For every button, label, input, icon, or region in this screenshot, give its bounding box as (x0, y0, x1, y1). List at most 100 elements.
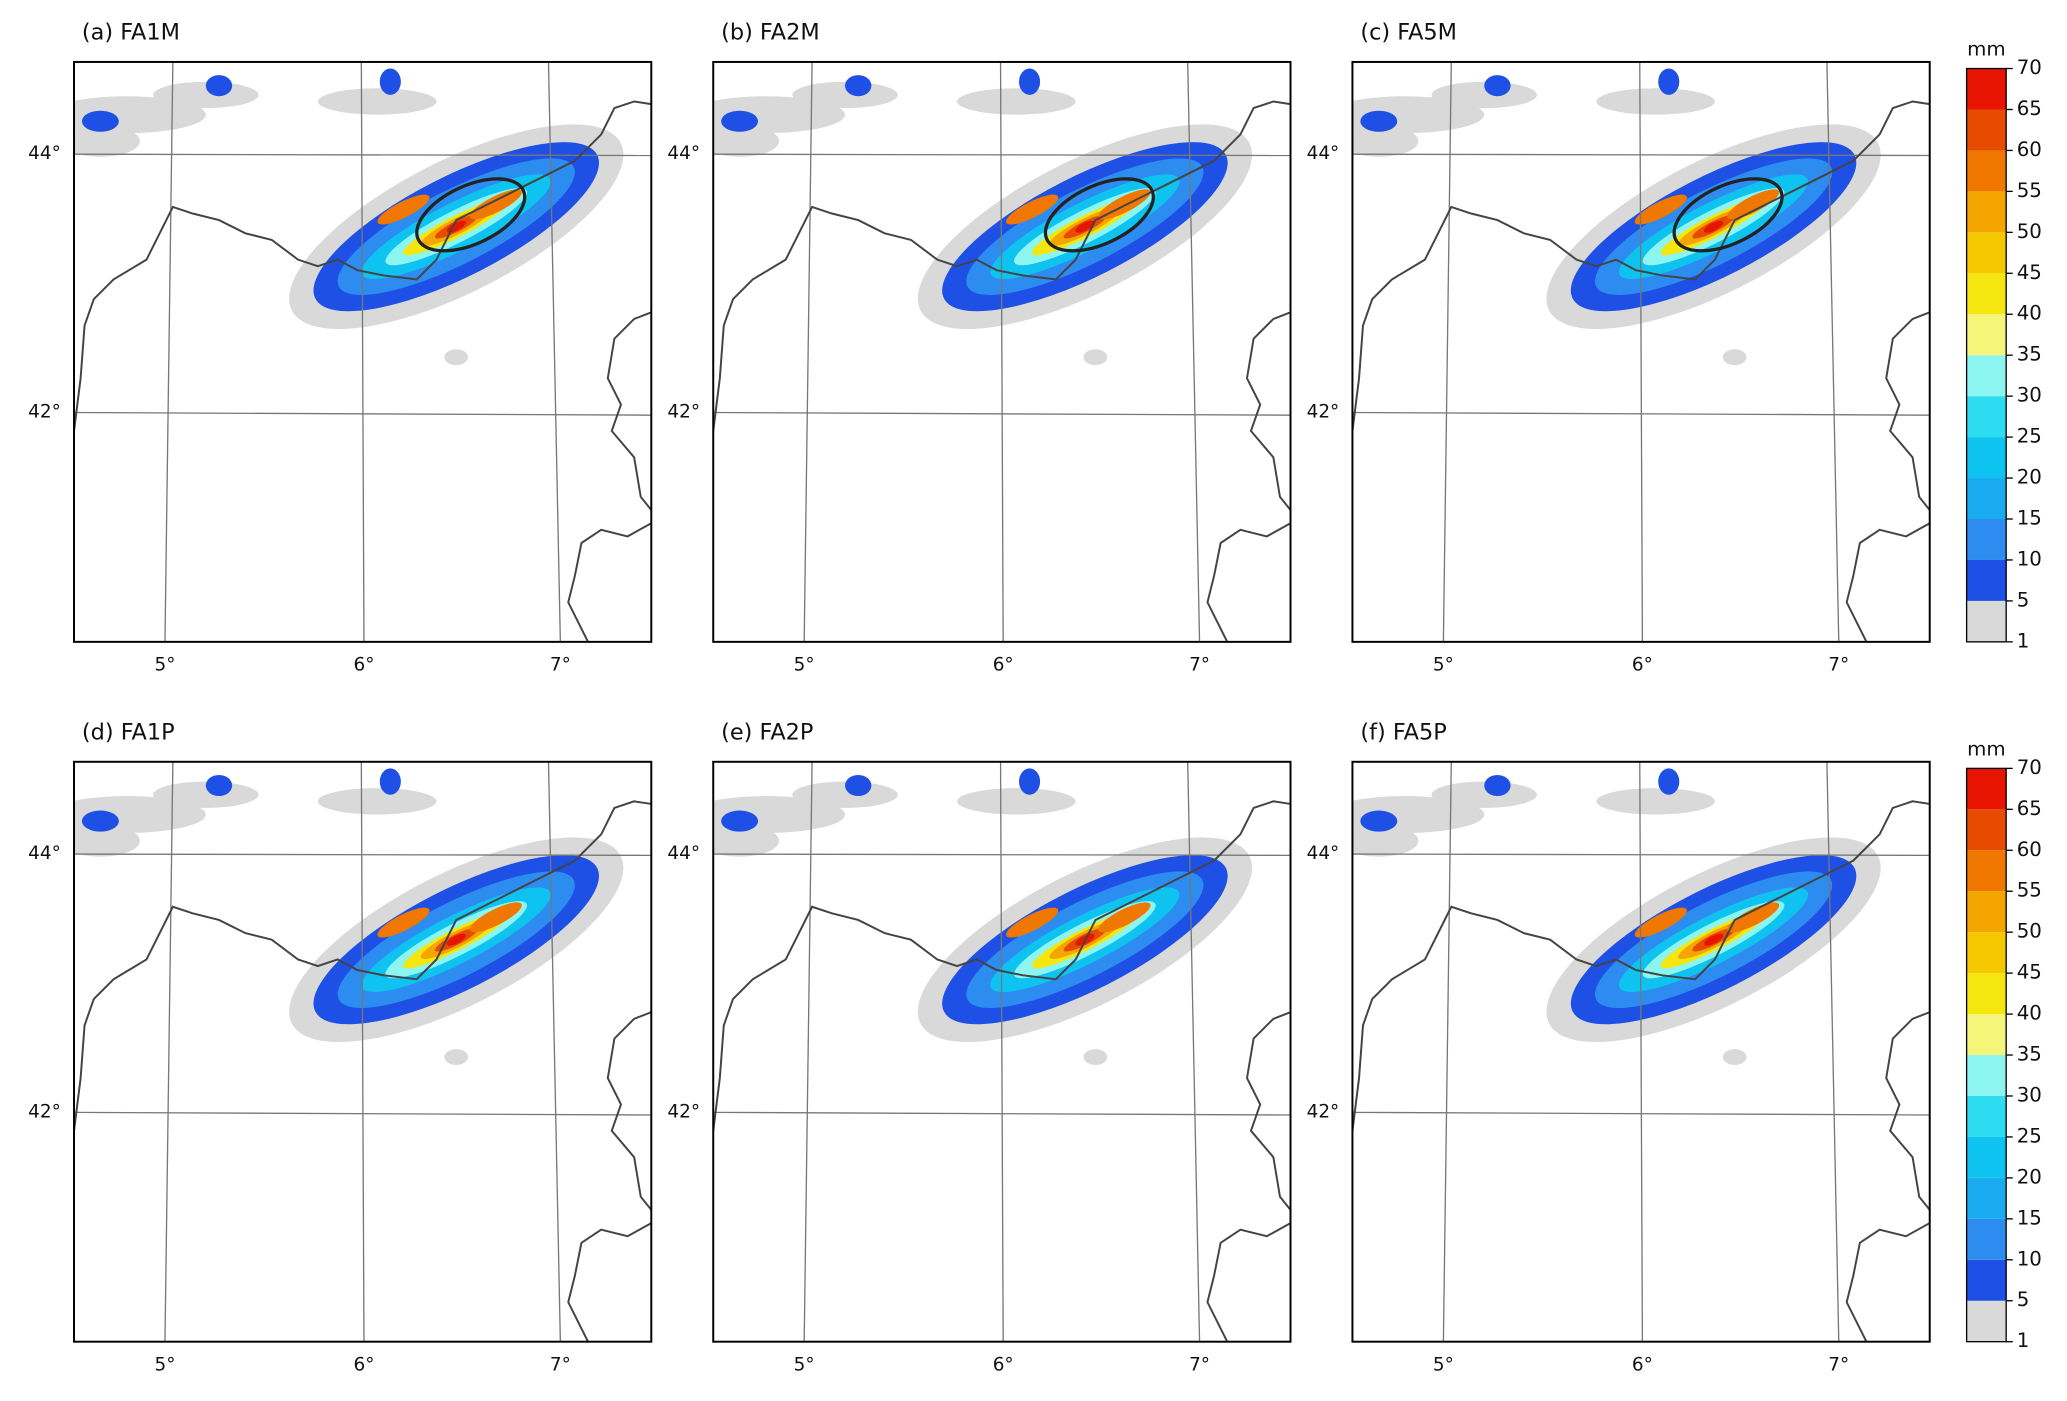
colorbar-unit: mm (1967, 38, 2005, 61)
colorbar-label: 70 (2017, 56, 2042, 79)
panel-title: (a) FA1M (82, 19, 180, 45)
precip-patch (1658, 68, 1680, 95)
precip-light (1352, 125, 1419, 157)
precip-core (1727, 189, 1780, 220)
colorbar-label: 45 (2017, 961, 2042, 984)
precip-light (792, 781, 898, 808)
coastline (1206, 522, 1291, 642)
colorbar-box (1966, 891, 2007, 933)
lon-label: 5° (794, 1354, 815, 1375)
colorbar-box (1966, 1095, 2007, 1137)
parallel (1352, 1111, 1930, 1116)
coastline (606, 1011, 652, 1211)
lon-label: 5° (1433, 1354, 1454, 1375)
lat-label: 44° (28, 143, 61, 164)
lon-label: 6° (993, 655, 1014, 676)
highlight-ellipse (1672, 177, 1784, 253)
map-panel: 5° 6° 7° 44° 42° (667, 760, 1292, 1375)
precip-patch (205, 75, 233, 97)
precip-light (1596, 788, 1715, 815)
colorbar-label: 50 (2017, 220, 2042, 243)
colorbar-label: 35 (2017, 1043, 2042, 1066)
precip-light (792, 81, 898, 109)
precip-core (1727, 902, 1780, 933)
colorbar-box (1966, 973, 2007, 1015)
precip-core (1634, 907, 1687, 938)
coastline (1352, 100, 1930, 432)
meridian (999, 61, 1004, 642)
panel-frame (73, 760, 653, 1343)
colorbar-box (1966, 150, 2007, 192)
map-panel: 5° 6° 7° 44° 42° (28, 60, 653, 676)
precip-core (469, 189, 522, 220)
lat-label: 44° (667, 143, 700, 164)
meridian (547, 761, 562, 1342)
meridian (803, 61, 813, 642)
precip-spot (444, 349, 469, 366)
meridian (803, 761, 813, 1342)
lon-label: 6° (1632, 1354, 1653, 1375)
precip-light (957, 788, 1076, 815)
parallel (713, 153, 1291, 157)
lon-label: 7° (1828, 655, 1849, 676)
colorbar-label: 15 (2017, 1206, 2042, 1229)
colorbar-box (1966, 559, 2007, 601)
map-content (713, 761, 1291, 1342)
parallel (74, 153, 652, 157)
precip-band (1704, 220, 1724, 233)
colorbar-box (1966, 932, 2007, 974)
precip-patch (1484, 75, 1511, 97)
colorbar-label: 15 (2017, 506, 2042, 529)
colorbar-box (1966, 518, 2007, 560)
precip-core (1006, 194, 1059, 225)
meridian (1442, 61, 1452, 642)
lat-label: 42° (667, 402, 700, 423)
precip-light (74, 825, 140, 857)
precip-light (74, 125, 140, 157)
meridian (999, 761, 1004, 1342)
lon-label: 5° (154, 655, 175, 676)
precip-spot (1722, 349, 1747, 366)
panel-title: (f) FA5P (1360, 719, 1446, 745)
precip-patch (721, 810, 759, 832)
map-panel: 5° 6° 7° 44° 42° (667, 60, 1292, 676)
map-content (74, 761, 652, 1342)
parallel (1352, 411, 1930, 416)
lat-label: 42° (667, 1101, 700, 1122)
colorbar-box (1966, 1055, 2007, 1096)
coastline (1885, 311, 1930, 511)
map-panel: 5° 6° 7° 44° 42° (28, 760, 653, 1375)
coastline (1845, 522, 1930, 642)
colorbar-label: 55 (2017, 879, 2042, 902)
colorbar-label: 35 (2017, 343, 2042, 366)
colorbar-label: 30 (2017, 1083, 2042, 1106)
meridian (1442, 761, 1452, 1342)
precip-core (377, 907, 430, 938)
lon-label: 6° (993, 1354, 1014, 1375)
parallel (713, 853, 1291, 857)
lon-label: 6° (353, 1354, 374, 1375)
colorbar-box (1966, 396, 2007, 438)
meridian (164, 61, 174, 642)
precip-spot (1083, 1049, 1108, 1065)
colorbar-box (1966, 1136, 2007, 1178)
colorbar-label: 60 (2017, 138, 2042, 161)
colorbar-box (1966, 232, 2007, 274)
map-panel: 5° 6° 7° 44° 42° (1307, 60, 1931, 676)
map-content (74, 61, 652, 642)
colorbar-label: 1 (2017, 1329, 2030, 1352)
colorbar-box (1966, 1014, 2007, 1056)
precip-spot (1083, 349, 1108, 366)
coastline (567, 522, 652, 642)
meridian (1826, 761, 1840, 1342)
map-panel: 5° 6° 7° 44° 42° (1307, 760, 1931, 1375)
colorbar-box (1966, 109, 2007, 151)
precip-core (469, 902, 522, 933)
panel-frame (1351, 760, 1931, 1343)
coastline (1885, 1011, 1930, 1211)
precip-band (1704, 933, 1724, 946)
lat-label: 42° (28, 1101, 61, 1122)
precip-patch (1360, 810, 1398, 832)
parallel (713, 411, 1291, 416)
colorbar-label: 70 (2017, 756, 2042, 779)
